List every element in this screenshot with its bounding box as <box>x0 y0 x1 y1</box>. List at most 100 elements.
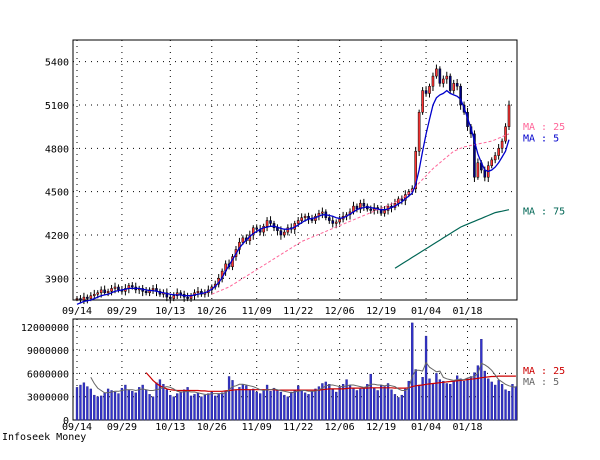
volume-panel: 09/14 09/29 10/13 10/26 11/09 11/22 12/06 12/19… <box>21 318 565 433</box>
volume-bar <box>462 380 466 421</box>
volume-bar <box>466 378 469 421</box>
volume-x-tick-label: 09/29 <box>107 422 137 433</box>
volume-bar <box>269 391 272 421</box>
volume-x-tick-label: 12/06 <box>325 422 355 433</box>
volume-bar <box>317 386 321 421</box>
volume-bar <box>500 384 504 421</box>
candle-body <box>186 296 189 299</box>
volume-bar <box>331 389 334 421</box>
volume-bar <box>428 378 431 421</box>
volume-bar <box>476 365 480 421</box>
volume-bar <box>359 388 362 421</box>
candle-body <box>169 296 172 299</box>
volume-bar <box>324 381 327 421</box>
volume-bar <box>417 384 421 421</box>
volume-bar <box>431 383 435 421</box>
volume-bar <box>421 377 424 421</box>
price-y-tick-label: 4500 <box>45 188 69 199</box>
volume-bar <box>504 389 507 421</box>
price-x-tick-label: 01/18 <box>452 306 482 317</box>
candle-body <box>131 285 134 288</box>
candle-body <box>321 211 324 214</box>
candle-body <box>459 85 462 106</box>
volume-bar <box>435 373 438 421</box>
volume-bar <box>82 382 86 421</box>
volume-bar <box>227 376 231 421</box>
candle-body <box>328 217 331 221</box>
volume-bar <box>131 391 134 421</box>
volume-bar <box>379 385 383 421</box>
volume-bar <box>165 389 169 421</box>
candle-body <box>490 159 494 166</box>
volume-bar <box>393 394 397 421</box>
volume-bar <box>245 385 248 421</box>
candle-body <box>92 293 96 296</box>
candle-body <box>179 292 182 295</box>
volume-bar <box>376 390 379 421</box>
volume-y-tick-label: 3000000 <box>27 393 69 404</box>
volume-bar <box>272 387 276 421</box>
volume-bar <box>196 392 200 421</box>
candle-body <box>103 289 106 294</box>
volume-bar <box>238 387 241 421</box>
volume-bar <box>148 394 151 421</box>
volume-bar <box>210 391 213 421</box>
volume-bar <box>182 389 186 421</box>
volume-bar <box>293 389 296 421</box>
candle-body <box>175 292 179 296</box>
candle-body <box>414 150 417 190</box>
volume-ma25-line <box>145 372 516 392</box>
candle-body <box>151 288 155 291</box>
candle-body <box>355 205 359 210</box>
volume-bar <box>483 370 486 421</box>
volume-bar <box>248 389 251 421</box>
candle-body <box>79 298 82 301</box>
candle-body <box>483 169 487 178</box>
candle-body <box>255 227 258 230</box>
candle-body <box>504 126 507 142</box>
volume-bar <box>473 372 476 421</box>
candle-body <box>435 68 438 77</box>
price-x-tick-label: 11/09 <box>242 306 272 317</box>
volume-bar <box>127 389 130 421</box>
volume-bar <box>414 369 417 421</box>
candle-body <box>476 162 480 178</box>
candle-body <box>424 90 428 94</box>
volume-bar <box>117 393 120 421</box>
volume-bar <box>79 384 82 421</box>
volume-bar <box>300 390 303 421</box>
volume-bar <box>86 386 89 421</box>
volume-bar <box>341 384 345 421</box>
volume-bar <box>234 390 238 421</box>
price-y-tick-label: 3900 <box>45 274 69 285</box>
volume-bar <box>438 379 442 421</box>
volume-x-tick-label: 12/19 <box>366 422 396 433</box>
volume-bar <box>297 385 300 421</box>
price-x-tick-label: 10/26 <box>197 306 227 317</box>
volume-bar <box>386 383 390 421</box>
volume-bar <box>404 388 407 421</box>
volume-bar <box>262 390 265 421</box>
candle-body <box>473 133 476 178</box>
source-credit: Infoseek Money <box>2 432 87 443</box>
candle-body <box>331 220 335 224</box>
price-y-tick-label: 5100 <box>45 101 69 112</box>
volume-bar <box>124 384 127 421</box>
volume-bar <box>469 376 473 421</box>
volume-bar <box>314 388 317 421</box>
volume-bar <box>366 384 369 421</box>
ma5-line <box>76 89 510 305</box>
volume-bar <box>442 380 445 421</box>
volume-bar <box>179 391 182 421</box>
volume-bar <box>138 387 141 421</box>
volume-bar <box>514 386 518 421</box>
ma25-line <box>211 133 510 295</box>
volume-bar <box>172 396 175 421</box>
volume-bar <box>120 387 124 421</box>
volume-bar <box>303 392 307 421</box>
candle-body <box>75 298 79 300</box>
price-x-tick-label: 12/19 <box>366 306 396 317</box>
volume-bar <box>456 375 459 421</box>
volume-x-tick-label: 10/13 <box>155 422 185 433</box>
volume-bar <box>162 384 165 421</box>
